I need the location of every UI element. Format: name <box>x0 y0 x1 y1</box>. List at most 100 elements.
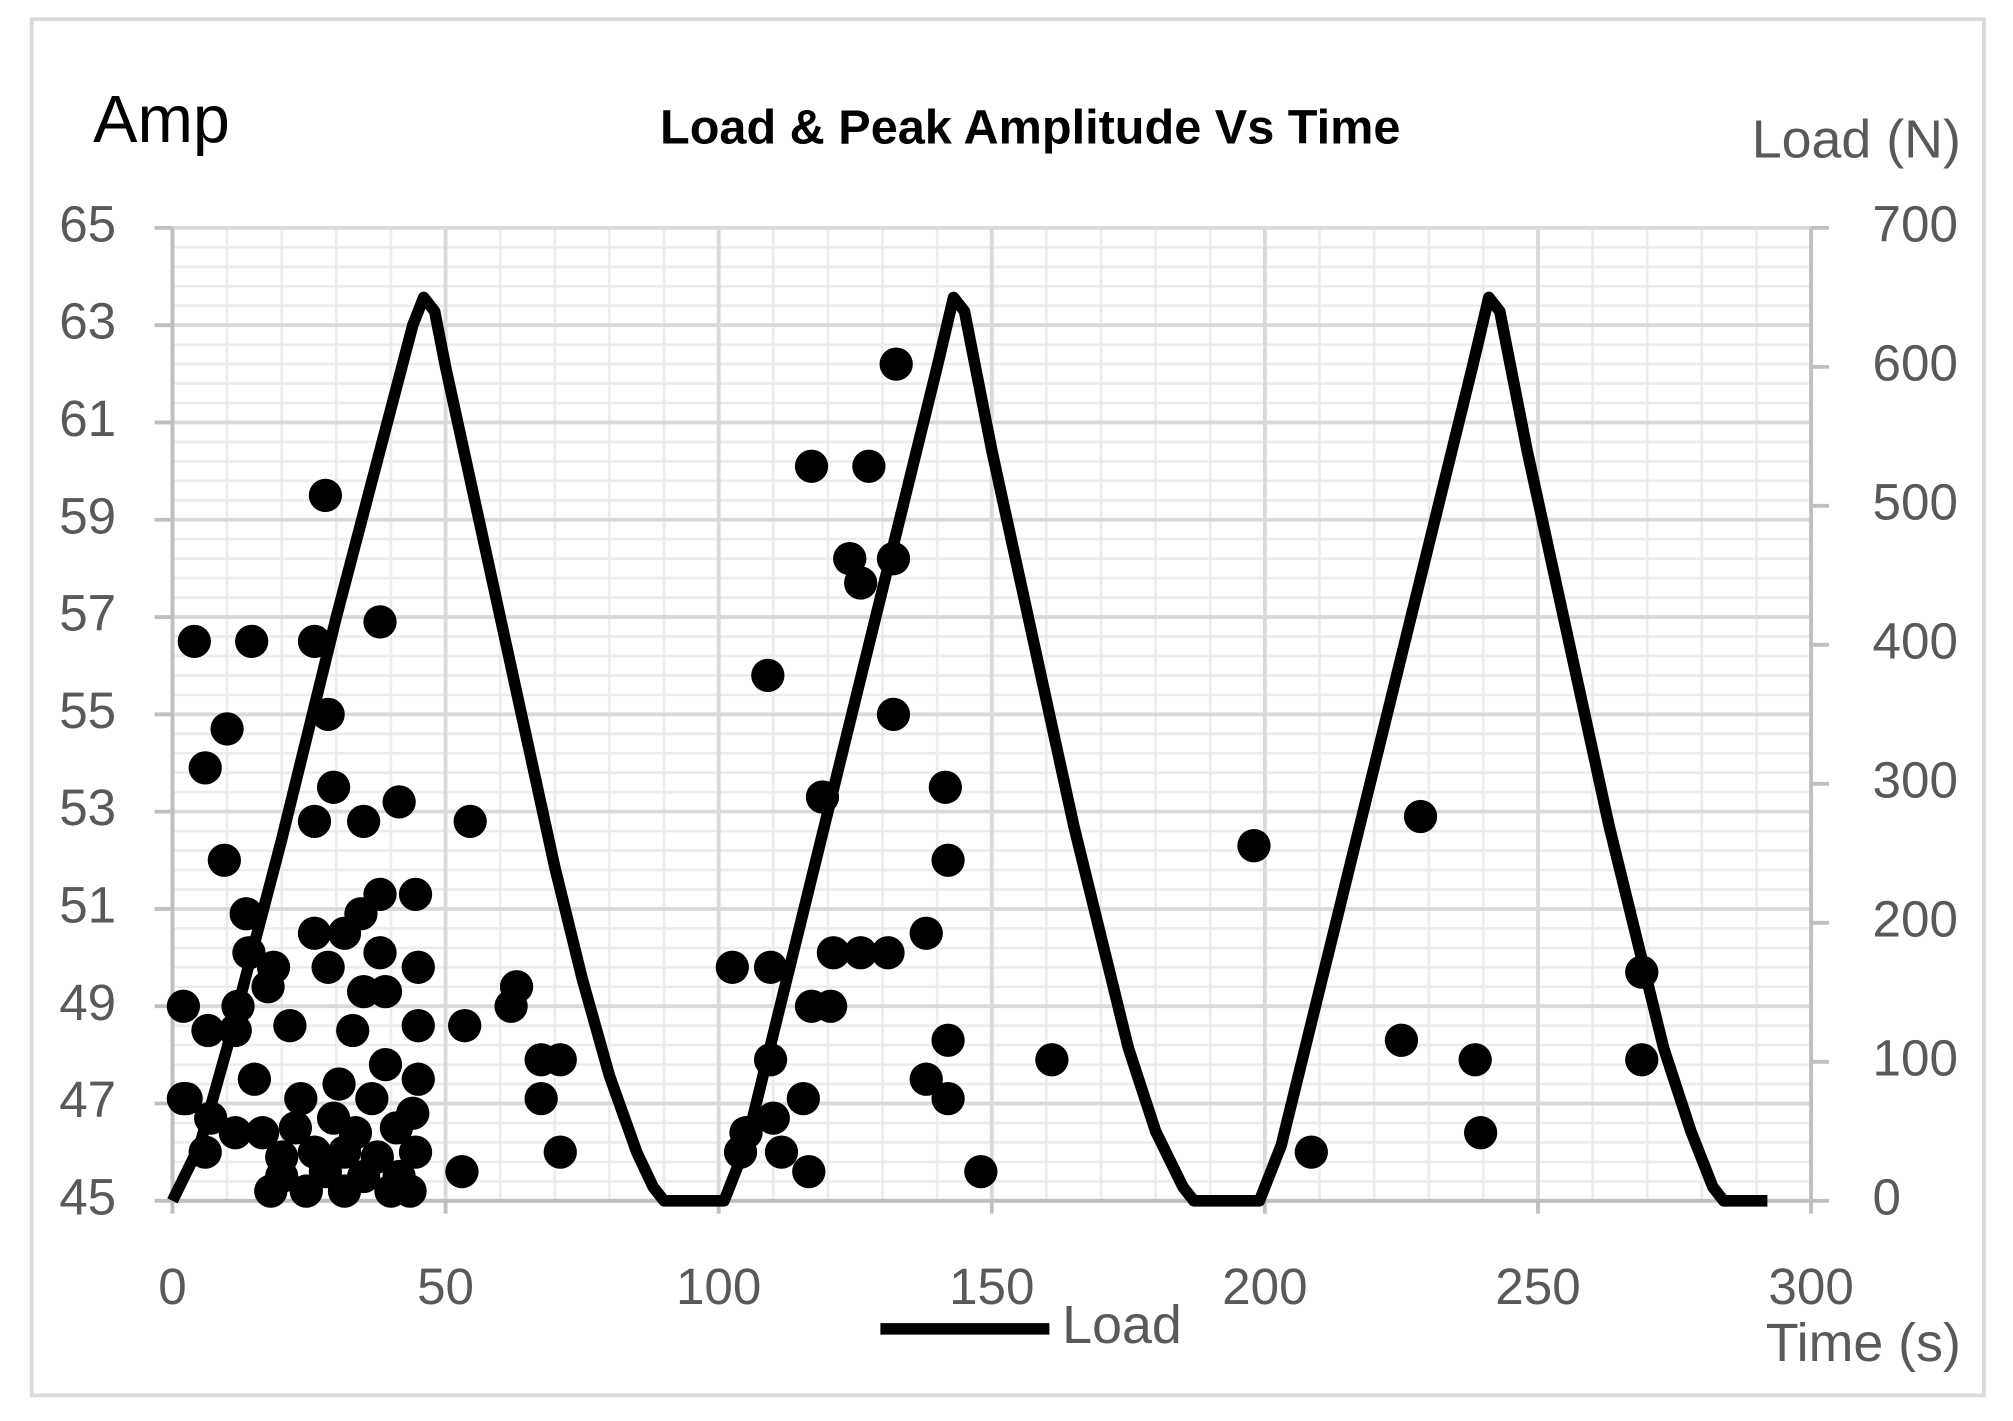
scatter-point <box>207 843 241 877</box>
scatter-point <box>786 1082 820 1116</box>
scatter-point <box>1458 1043 1492 1077</box>
x-tick-label: 100 <box>676 1258 761 1315</box>
scatter-point <box>338 1116 373 1150</box>
scatter-point <box>297 804 332 839</box>
scatter-point <box>379 1111 414 1145</box>
scatter-point <box>346 1159 381 1194</box>
marks <box>166 291 1768 1208</box>
scatter-point <box>879 347 913 381</box>
axes: 0 50 100 150 200 250 300 45 47 49 51 53 55 57 59 61 63 65… <box>59 195 1958 1315</box>
scatter-point <box>844 566 878 600</box>
scatter-point <box>814 989 848 1023</box>
x-axis-title: Time (s) <box>1766 1313 1961 1373</box>
y2-tick-label: 200 <box>1873 890 1958 947</box>
scatter-point <box>931 1023 965 1057</box>
scatter-point <box>401 1009 435 1043</box>
scatter-point <box>1035 1043 1069 1077</box>
y-axis-title: Amp <box>93 83 230 157</box>
scatter-point <box>964 1154 998 1189</box>
scatter-point <box>169 1082 203 1116</box>
scatter-point <box>931 843 965 877</box>
scatter-point <box>1403 799 1438 834</box>
scatter-point <box>909 916 943 950</box>
y-tick-label: 63 <box>59 293 116 350</box>
y2-tick-label: 0 <box>1873 1168 1901 1225</box>
scatter-point <box>398 877 433 911</box>
scatter-point <box>751 658 785 693</box>
scatter-point <box>1237 829 1271 863</box>
y-tick-label: 47 <box>59 1071 116 1128</box>
scatter-point <box>401 950 435 984</box>
scatter-point <box>928 770 962 804</box>
x-tick-label: 300 <box>1768 1258 1853 1315</box>
scatter-point <box>1625 1043 1659 1077</box>
scatter-point <box>316 770 351 804</box>
scatter-point <box>756 1101 790 1135</box>
scatter-point <box>235 624 269 659</box>
scatter-point <box>382 1159 416 1194</box>
y2-tick-label: 500 <box>1873 473 1958 530</box>
scatter-point <box>322 1067 356 1101</box>
scatter-point <box>218 1116 252 1150</box>
x-tick-label: 150 <box>949 1258 1034 1315</box>
scatter-point <box>363 936 397 970</box>
scatter-point <box>188 751 222 785</box>
scatter-point <box>177 624 211 659</box>
scatter-point <box>363 605 397 639</box>
scatter-point <box>871 936 905 970</box>
x-tick-label: 250 <box>1495 1258 1580 1315</box>
y-tick-label: 53 <box>59 779 116 836</box>
x-tick-label: 50 <box>417 1258 474 1315</box>
load-line <box>167 291 1768 1207</box>
scatter-point <box>909 1062 943 1096</box>
y-tick-label: 61 <box>59 390 116 447</box>
scatter-point <box>1463 1116 1498 1150</box>
scatter-point <box>327 916 362 950</box>
scatter-point <box>816 936 851 970</box>
y2-tick-label: 700 <box>1873 195 1958 252</box>
scatter-point <box>543 1135 577 1169</box>
x-tick-label: 0 <box>158 1258 186 1315</box>
scatter-point <box>876 697 911 731</box>
x-tick-label: 200 <box>1222 1258 1307 1315</box>
scatter-point <box>852 449 886 483</box>
scatter-point <box>401 1062 435 1096</box>
scatter-point <box>445 1154 479 1189</box>
scatter-point <box>1294 1135 1328 1169</box>
scatter-point <box>251 970 285 1004</box>
y2-axis-title: Load (N) <box>1752 110 1961 170</box>
scatter-point <box>398 1135 433 1169</box>
scatter-point <box>297 916 332 950</box>
scatter-point <box>524 1082 558 1116</box>
legend: Load <box>880 1295 1182 1355</box>
scatter-point <box>311 950 345 984</box>
scatter-point <box>308 1154 343 1189</box>
y-tick-label: 55 <box>59 682 116 739</box>
y2-tick-label: 100 <box>1873 1029 1958 1086</box>
scatter-point <box>368 1047 403 1082</box>
scatter-point <box>494 989 528 1023</box>
y-tick-label: 49 <box>59 974 116 1031</box>
scatter-point <box>346 804 381 839</box>
scatter-point <box>931 1082 965 1116</box>
scatter-point <box>844 936 878 970</box>
scatter-point <box>794 449 829 483</box>
scatter-point <box>336 1013 370 1048</box>
scatter-point <box>245 1116 280 1150</box>
y-tick-label: 65 <box>59 195 116 252</box>
scatter-point <box>382 785 416 819</box>
scatter-point <box>715 950 749 984</box>
scatter-point <box>753 950 788 984</box>
scatter-point <box>368 974 403 1009</box>
scatter-point <box>210 712 244 746</box>
scatter-point <box>1384 1023 1419 1057</box>
scatter-point <box>453 804 487 839</box>
scatter-point <box>284 1082 318 1116</box>
scatter-point <box>191 1013 225 1048</box>
y2-tick-label: 400 <box>1873 612 1958 669</box>
scatter-point <box>355 1082 389 1116</box>
scatter-point <box>792 1154 826 1189</box>
chart-title: Load & Peak Amplitude Vs Time <box>660 100 1400 154</box>
